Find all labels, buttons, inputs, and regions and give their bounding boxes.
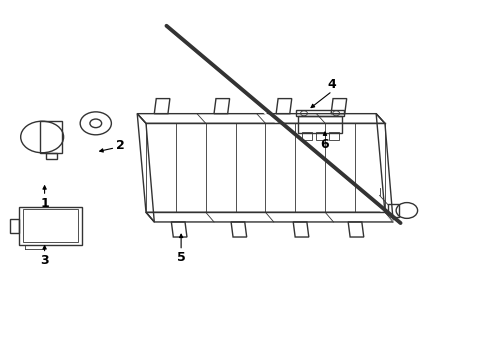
Text: 6: 6 — [320, 138, 328, 150]
Bar — [40, 121, 61, 153]
Bar — [19, 207, 81, 245]
Text: 2: 2 — [116, 139, 124, 152]
Bar — [315, 132, 325, 140]
Bar — [298, 116, 341, 134]
Text: 4: 4 — [327, 78, 336, 91]
Text: 3: 3 — [40, 254, 49, 267]
Bar — [46, 153, 57, 159]
Bar — [10, 219, 19, 233]
Bar — [329, 132, 338, 140]
Text: 1: 1 — [40, 197, 49, 210]
Bar — [302, 132, 311, 140]
Text: 5: 5 — [176, 251, 185, 264]
Bar — [295, 111, 344, 116]
Bar — [387, 204, 398, 217]
Bar — [23, 210, 78, 242]
